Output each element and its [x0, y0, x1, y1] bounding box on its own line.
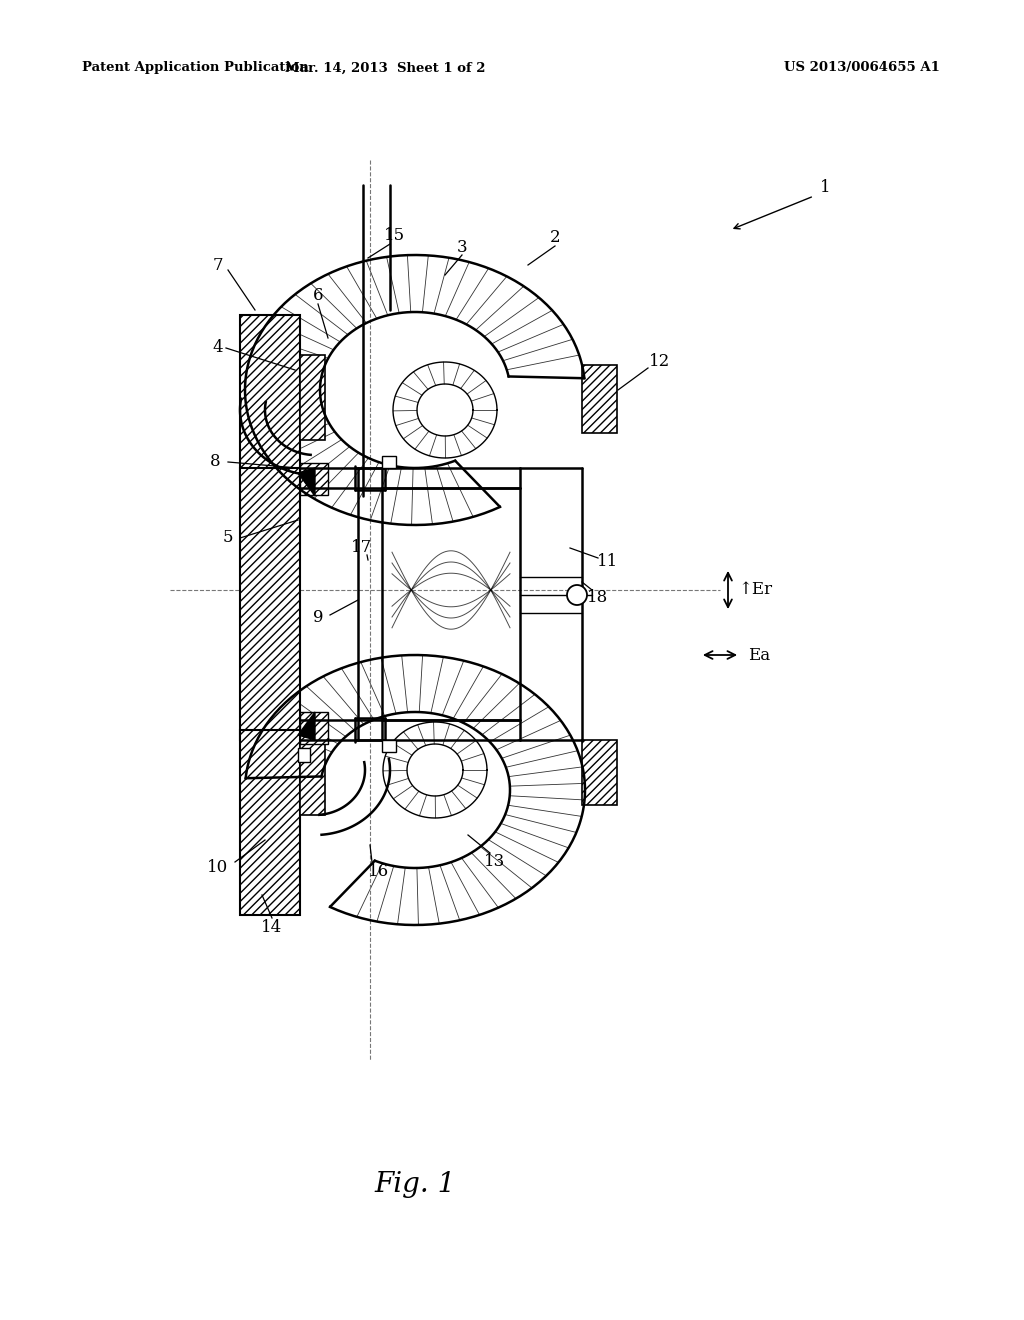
Text: 6: 6	[312, 286, 324, 304]
Text: 15: 15	[384, 227, 406, 243]
Text: 17: 17	[351, 540, 373, 557]
Text: Fig. 1: Fig. 1	[375, 1172, 456, 1199]
Text: 2: 2	[550, 230, 560, 247]
Bar	[300, 730, 325, 814]
Text: 1: 1	[819, 180, 830, 197]
Text: ↑Er: ↑Er	[738, 582, 772, 598]
Text: 4: 4	[213, 339, 223, 356]
Bar	[240, 730, 300, 915]
Bar	[298, 748, 310, 762]
Text: Ea: Ea	[748, 647, 770, 664]
Text: Patent Application Publication: Patent Application Publication	[82, 62, 309, 74]
Text: 10: 10	[208, 859, 228, 876]
Bar	[582, 366, 617, 433]
Bar	[300, 355, 325, 440]
Text: 14: 14	[261, 920, 283, 936]
Bar	[240, 315, 300, 480]
Text: US 2013/0064655 A1: US 2013/0064655 A1	[784, 62, 940, 74]
Bar	[300, 463, 328, 495]
Text: 9: 9	[312, 610, 324, 627]
Bar	[382, 741, 396, 752]
Bar	[300, 711, 328, 744]
Circle shape	[567, 585, 587, 605]
Bar	[240, 469, 300, 741]
Text: Mar. 14, 2013  Sheet 1 of 2: Mar. 14, 2013 Sheet 1 of 2	[285, 62, 485, 74]
Text: 11: 11	[597, 553, 618, 570]
Polygon shape	[298, 469, 315, 496]
Text: 7: 7	[213, 256, 223, 273]
Text: 12: 12	[649, 354, 671, 371]
Bar	[582, 741, 617, 805]
Text: 18: 18	[588, 590, 608, 606]
Text: 16: 16	[368, 863, 388, 880]
Text: 13: 13	[484, 854, 506, 870]
Text: 3: 3	[457, 239, 467, 256]
Polygon shape	[298, 711, 315, 741]
Text: 5: 5	[223, 529, 233, 546]
Bar	[382, 455, 396, 469]
Text: 8: 8	[210, 454, 220, 470]
